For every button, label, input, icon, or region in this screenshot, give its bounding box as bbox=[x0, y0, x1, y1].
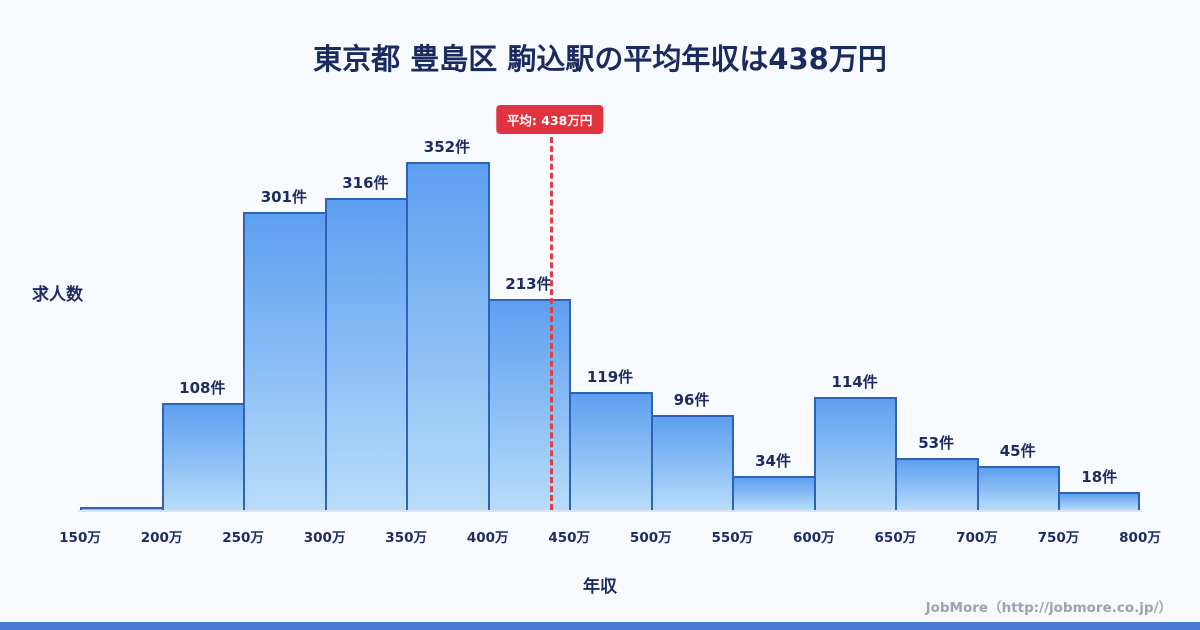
bar-value-label: 213件 bbox=[505, 275, 552, 293]
x-tick-label: 800万 bbox=[1119, 530, 1161, 546]
bar-value-label: 108件 bbox=[179, 379, 226, 397]
bar-value-label: 316件 bbox=[342, 174, 389, 192]
histogram-bar bbox=[895, 458, 979, 510]
footer-credit: JobMore（http://jobmore.co.jp/） bbox=[925, 600, 1172, 616]
bottom-accent-strip bbox=[0, 622, 1200, 630]
bar-value-label: 301件 bbox=[260, 188, 307, 206]
bar-value-label: 34件 bbox=[755, 452, 791, 470]
histogram-bar bbox=[243, 212, 327, 510]
bar-value-label: 96件 bbox=[673, 391, 710, 409]
bar-value-label: 18件 bbox=[1081, 468, 1118, 486]
x-tick-label: 300万 bbox=[303, 530, 346, 546]
x-tick-label: 250万 bbox=[222, 530, 264, 546]
histogram-bar bbox=[732, 476, 816, 510]
histogram-bar bbox=[650, 415, 735, 510]
x-tick-label: 750万 bbox=[1037, 530, 1080, 546]
x-tick-label: 350万 bbox=[385, 530, 427, 546]
histogram-bar bbox=[1058, 492, 1140, 510]
x-tick-label: 650万 bbox=[874, 530, 917, 546]
histogram-bar bbox=[813, 397, 898, 510]
average-badge: 平均: 438万円 bbox=[495, 105, 604, 134]
histogram-bar bbox=[406, 162, 490, 510]
x-axis-label: 年収 bbox=[583, 577, 617, 597]
histogram-bar bbox=[161, 403, 246, 510]
x-tick-label: 600万 bbox=[793, 530, 835, 546]
y-axis-label: 求人数 bbox=[32, 285, 83, 305]
x-tick-label: 450万 bbox=[548, 530, 591, 546]
page-title: 東京都 豊島区 駒込駅の平均年収は438万円 bbox=[313, 42, 887, 76]
x-tick-label: 700万 bbox=[956, 530, 998, 546]
bar-value-label: 53件 bbox=[918, 434, 955, 452]
x-tick-label: 400万 bbox=[466, 530, 509, 546]
bar-value-label: 352件 bbox=[423, 138, 471, 156]
bar-value-label: 45件 bbox=[999, 442, 1036, 460]
histogram-bar bbox=[80, 507, 164, 510]
x-tick-label: 550万 bbox=[711, 530, 754, 546]
histogram-bar bbox=[324, 198, 409, 510]
average-line bbox=[549, 128, 553, 510]
histogram-bar bbox=[976, 466, 1061, 510]
histogram-bar bbox=[569, 392, 653, 510]
bar-value-label: 114件 bbox=[831, 373, 878, 391]
bar-value-label: 119件 bbox=[586, 368, 634, 386]
histogram-bar bbox=[487, 299, 572, 510]
x-tick-label: 200万 bbox=[140, 530, 183, 546]
x-axis-baseline bbox=[78, 510, 1142, 512]
x-tick-label: 150万 bbox=[59, 530, 101, 546]
x-tick-label: 500万 bbox=[629, 530, 672, 546]
